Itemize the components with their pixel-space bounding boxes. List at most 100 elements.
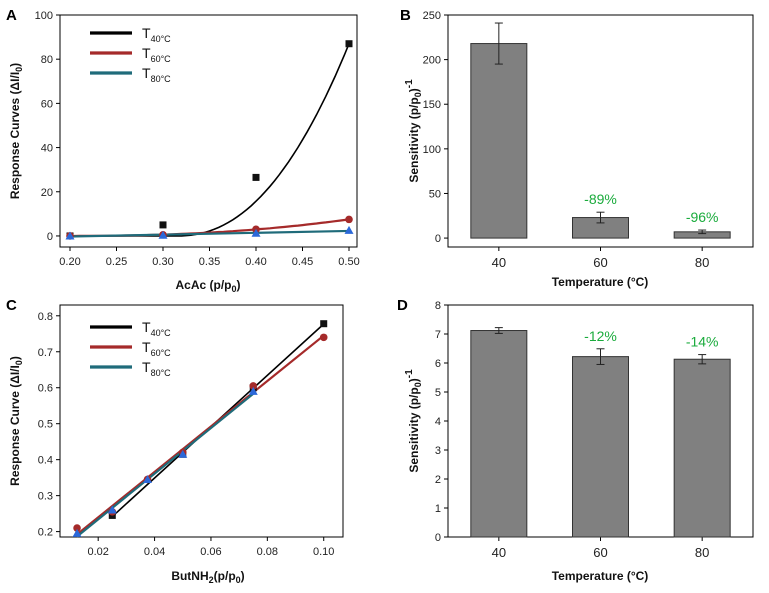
fit-line [76, 392, 254, 538]
bar [572, 356, 629, 538]
y-tick-label: 0 [435, 532, 441, 544]
y-tick-label: 60 [41, 98, 53, 110]
x-tick-label: 80 [695, 255, 709, 270]
panel-d-bars: -12% -14% [470, 327, 731, 538]
y-tick-label: 100 [35, 10, 53, 22]
panel-c-x-ticks: 0.02 0.04 0.06 0.08 0.10 [87, 537, 334, 558]
panel-c-fit-lines [76, 323, 325, 538]
panel-a-markers [65, 40, 354, 240]
circle-marker [345, 215, 353, 224]
y-tick-label: 8 [435, 300, 441, 312]
panel-label-d: D [397, 297, 408, 314]
x-tick-label: 0.10 [313, 546, 334, 558]
x-tick-label: 0.25 [106, 256, 127, 268]
y-tick-label: 150 [423, 99, 441, 111]
panel-a-fit-lines [69, 43, 350, 238]
x-tick-label: 0.50 [338, 256, 359, 268]
legend-label: T40°C [142, 319, 171, 338]
y-tick-label: 100 [423, 144, 441, 156]
y-tick-label: 0.6 [38, 383, 53, 395]
x-tick-label: 40 [492, 255, 506, 270]
y-tick-label: 200 [423, 55, 441, 67]
y-tick-label: 7 [435, 329, 441, 341]
square-marker [252, 173, 260, 181]
square-marker [320, 320, 328, 328]
panel-b-ylabel: Sensitivity (p/p0)-1 [404, 79, 423, 183]
y-tick-label: 5 [435, 387, 441, 399]
triangle-marker [158, 230, 168, 239]
panel-a-ylabel: Response Curves (ΔI/I0) [8, 63, 24, 199]
triangle-marker [344, 225, 354, 234]
legend-label: T60°C [142, 45, 171, 64]
x-tick-label: 0.40 [245, 256, 266, 268]
y-tick-label: 0.4 [38, 455, 53, 467]
triangle-marker [251, 228, 261, 237]
x-tick-label: 40 [492, 545, 506, 560]
panel-d-xlabel: Temperature (°C) [552, 569, 649, 583]
legend-label: T40°C [142, 25, 171, 44]
circle-marker [73, 524, 81, 532]
x-tick-label: 80 [695, 545, 709, 560]
panel-c-xlabel: ButNH2(p/p0) [171, 569, 244, 585]
triangle-marker [107, 505, 117, 514]
panel-a: 0.20 0.25 0.30 0.35 0.40 0.45 0.50 0 20 40 60 80 10… [8, 10, 360, 294]
circle-marker [249, 382, 258, 390]
panel-c: 0.02 0.04 0.06 0.08 0.10 0.20.30.40.50.60.70… [8, 304, 344, 585]
panel-b: 40 60 80 0 50 100 150 200 250 -89% -96% Temperat… [404, 10, 754, 289]
percent-change-annotation: -89% [584, 191, 617, 207]
square-marker [159, 221, 167, 229]
y-tick-label: 0 [47, 231, 53, 243]
circle-marker [319, 333, 328, 342]
y-tick-label: 0.5 [38, 419, 53, 431]
panel-b-x-ticks: 40 60 80 [492, 247, 709, 270]
x-tick-label: 0.04 [144, 546, 165, 558]
bar [470, 330, 528, 538]
x-tick-label: 0.02 [87, 546, 108, 558]
x-tick-label: 0.20 [59, 256, 80, 268]
y-tick-label: 0 [435, 233, 441, 245]
x-tick-label: 60 [593, 545, 607, 560]
panel-c-ylabel: Response Curve (ΔI/I0) [8, 356, 24, 486]
panel-b-bars: -89% -96% [470, 22, 731, 239]
panel-label-c: C [6, 297, 17, 314]
panel-d-y-ticks: 0 1 2 3 4 5 6 7 8 [435, 300, 448, 544]
y-tick-label: 20 [41, 187, 53, 199]
square-marker [345, 40, 353, 48]
y-tick-label: 50 [429, 188, 441, 200]
panel-a-frame [59, 14, 358, 248]
panel-d-ylabel: Sensitivity (p/p0)-1 [404, 369, 423, 473]
panel-d-x-ticks: 40 60 80 [492, 537, 709, 560]
x-tick-label: 0.30 [152, 256, 173, 268]
y-tick-label: 4 [435, 416, 441, 428]
x-tick-label: 0.08 [257, 546, 278, 558]
panel-b-y-ticks: 0 50 100 150 200 250 [423, 10, 448, 245]
panel-d: 40 60 80 0 1 2 3 4 5 6 7 8 -12% -14% Temperature (°… [404, 300, 754, 583]
x-tick-label: 0.35 [199, 256, 220, 268]
panel-a-xlabel: AcAc (p/p0) [175, 278, 240, 294]
y-tick-label: 6 [435, 358, 441, 370]
percent-change-annotation: -96% [686, 209, 719, 225]
y-tick-label: 40 [41, 143, 53, 155]
fit-line [76, 334, 325, 536]
legend-label: T80°C [142, 65, 171, 84]
bar [470, 43, 528, 239]
legend-label: T60°C [142, 339, 171, 358]
y-tick-label: 0.3 [38, 491, 53, 503]
y-tick-label: 3 [435, 445, 441, 457]
triangle-marker [178, 449, 188, 458]
triangle-marker [72, 528, 82, 537]
x-tick-label: 0.45 [292, 256, 313, 268]
y-tick-label: 0.2 [38, 527, 53, 539]
panel-label-b: B [400, 7, 411, 24]
triangle-marker [65, 231, 75, 240]
bar [673, 358, 731, 538]
panel-a-y-ticks: 0 20 40 60 80 100 [35, 10, 60, 243]
x-tick-label: 0.06 [200, 546, 221, 558]
panel-c-markers [72, 320, 328, 537]
panel-c-y-ticks: 0.2 0.3 0.4 0.5 0.6 0.7 0.8 [38, 311, 60, 539]
fit-line [69, 229, 350, 238]
y-tick-label: 0.8 [38, 311, 53, 323]
